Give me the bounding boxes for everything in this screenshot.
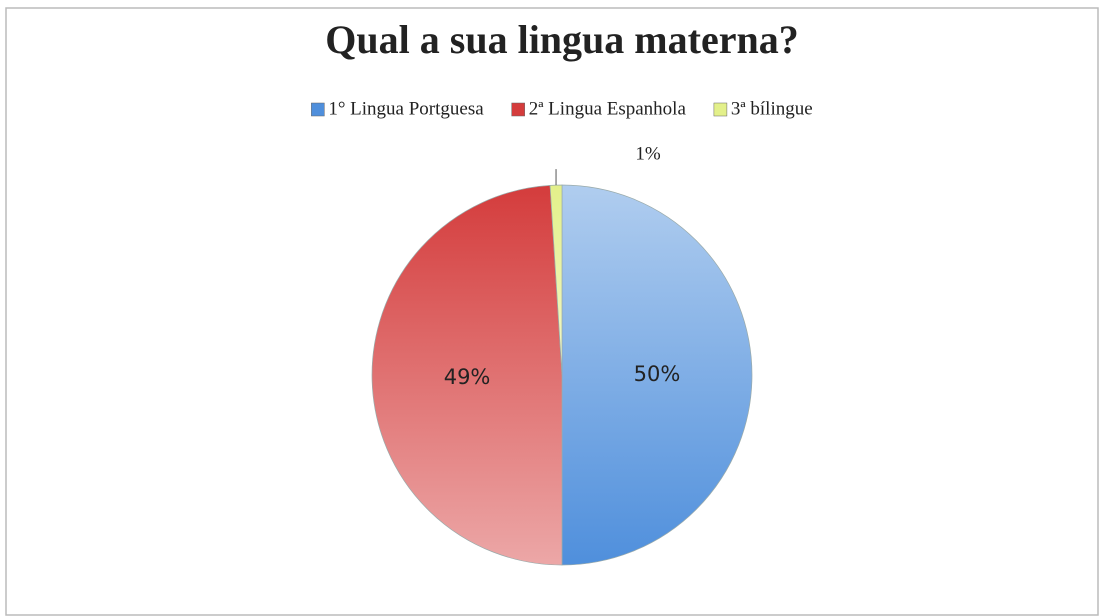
pie-slice — [371, 185, 563, 566]
data-label: 49% — [444, 365, 491, 389]
legend: 1° Lingua Portguesa 2ª Lingua Espanhola 3ª… — [311, 98, 813, 119]
legend-label: 2ª Lingua Espanhola — [529, 98, 687, 119]
chart-title: Qual a sua lingua materna? — [325, 17, 798, 62]
pie-slice — [561, 184, 753, 566]
legend-swatch — [311, 102, 325, 117]
legend-label: 1° Lingua Portguesa — [328, 98, 484, 119]
legend-swatch — [511, 102, 525, 117]
legend-label: 3ª bílingue — [731, 98, 813, 119]
data-label: 50% — [634, 362, 681, 386]
data-label: 1% — [635, 143, 661, 164]
pie-slice — [549, 184, 563, 376]
legend-swatch — [713, 102, 728, 117]
